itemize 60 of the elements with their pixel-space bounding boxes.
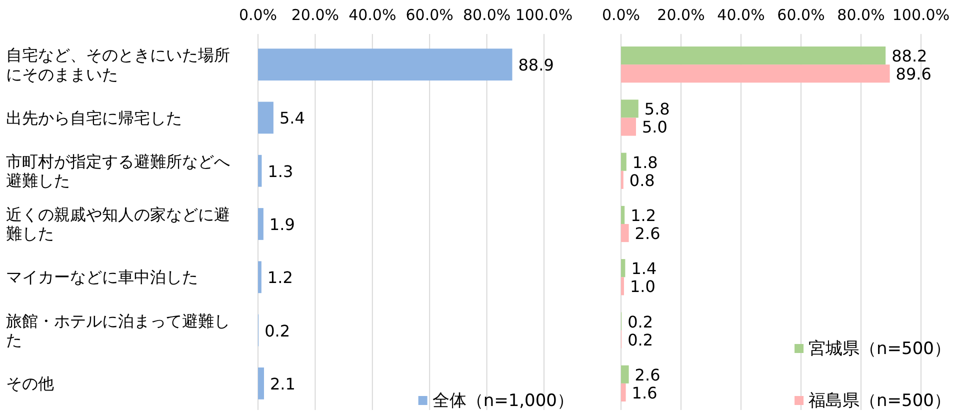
x-tick-label: 20.0% [291,6,340,24]
data-label: 1.4 [631,259,657,278]
legend-label: 全体（n=1,000） [432,391,574,411]
data-label: 5.0 [642,118,668,137]
bar [258,154,262,187]
bar [621,365,629,384]
y-tick-label: 近くの親戚や知人の家などに避難した [6,205,230,244]
x-tick-label: 100.0% [892,6,950,24]
x-tick-label: 60.0% [406,6,454,24]
data-label: 88.2 [892,46,928,66]
bar [621,259,626,278]
y-tick-label: 市町村が指定する避難所などへ避難した [6,152,230,190]
data-label: 5.4 [279,108,305,128]
x-tick-label: 20.0% [657,6,705,24]
y-tick-label: その他 [6,374,54,394]
x-tick-label: 0.0% [602,6,640,24]
x-tick-label: 40.0% [717,6,765,24]
bar [258,48,512,81]
y-tick-label: 自宅など、そのときにいた場所にそのままいた [6,46,230,84]
y-tick-label: マイカーなどに車中泊した [6,268,198,287]
data-label: 2.1 [270,374,296,394]
data-label: 0.2 [628,312,654,332]
bar [621,100,638,118]
data-label: 2.6 [634,365,660,384]
bar [621,383,626,402]
bar [258,208,264,240]
y-tick-label: 出先から自宅に帰宅した [6,108,182,128]
y-tick-label: 旅館・ホテルに泊まって避難した [6,311,230,350]
data-label: 1.2 [267,268,293,288]
bar [621,206,625,224]
data-label: 5.8 [644,100,670,119]
bar [621,118,636,136]
x-tick-label: 40.0% [348,6,396,24]
data-label: 2.6 [634,224,660,244]
data-label: 1.8 [632,152,658,172]
legend-label: 福島県（n=500） [808,391,951,411]
data-label: 1.0 [630,277,656,296]
data-label: 1.2 [630,206,656,225]
x-tick-label: 60.0% [777,6,825,24]
data-label: 1.6 [632,383,658,402]
x-tick-label: 80.0% [837,6,885,24]
bar [621,224,629,242]
data-label: 1.9 [269,215,295,234]
data-label: 89.6 [896,64,932,84]
data-label: 0.2 [264,321,290,340]
x-tick-label: 0.0% [238,6,278,24]
bar [621,277,624,296]
bar [258,102,274,134]
x-tick-label: 100.0% [515,6,573,24]
bar [621,46,886,65]
bar [258,367,264,400]
x-tick-label: 80.0% [462,6,511,24]
data-label: 88.9 [518,56,554,75]
data-label: 0.2 [628,330,654,350]
data-label: 0.8 [629,170,655,190]
legend-label: 宮城県（n=500） [808,339,951,359]
data-label: 1.3 [268,162,294,181]
bar [621,152,626,171]
bar [258,261,262,294]
bar [621,64,890,83]
